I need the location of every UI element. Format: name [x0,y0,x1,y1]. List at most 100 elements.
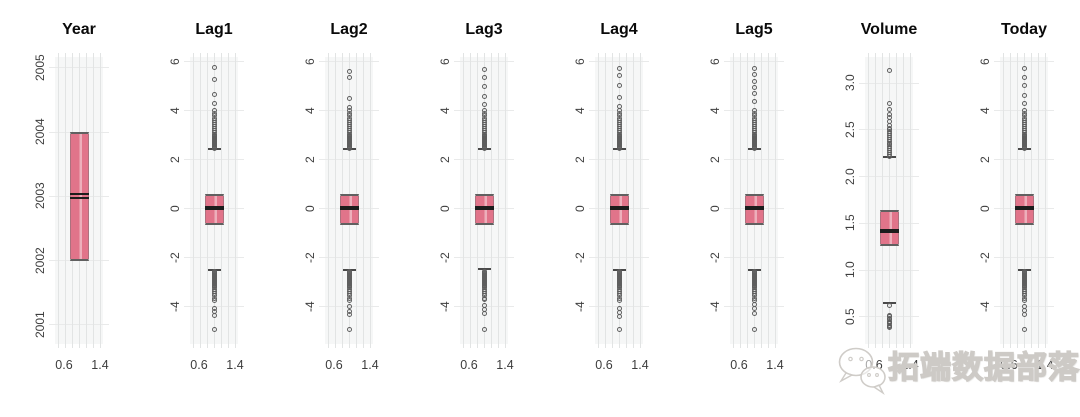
y-tick-label: -4 [978,301,992,313]
v-gridline [910,53,911,348]
v-gridline [498,53,499,348]
median-line [474,205,494,210]
y-tick-label: -4 [438,301,452,313]
outlier-point [751,98,757,104]
outlier-point [616,298,622,304]
y-tick-label: 2005 [33,54,47,82]
outlier-point [211,101,217,107]
v-gridline [328,53,329,348]
outlier-point [481,66,487,72]
outlier-point [1021,298,1027,304]
y-tick-label: 2002 [33,247,47,274]
x-tick-label: 1.4 [766,358,784,372]
outlier-point [1021,108,1027,114]
y-tick-label: 0 [438,205,452,213]
v-gridline [335,53,336,348]
v-gridline [235,53,236,348]
y-tick-label: 4 [168,107,182,115]
v-gridline [896,53,897,348]
v-gridline [868,53,869,348]
y-tick-label: 0 [303,205,317,213]
outlier-point [616,108,622,114]
y-tick-label: 2 [573,156,587,164]
y-tick-label: -2 [438,252,452,264]
outlier-point [751,66,757,72]
y-tick-label: -4 [708,301,722,313]
outlier-point [886,101,892,107]
outlier-point [616,72,622,78]
y-tick-label: 3.0 [843,74,857,92]
v-gridline [1038,53,1039,348]
x-tick-label: 0.6 [595,358,613,372]
outlier-point [1021,75,1027,81]
y-tick-label: 2001 [33,311,47,339]
v-gridline [370,53,371,348]
median-line [339,205,359,210]
outlier-point [481,83,487,89]
outlier-point [1021,327,1027,333]
v-gridline [605,53,606,348]
y-tick-label: -2 [168,252,182,264]
v-gridline [889,53,890,348]
x-tick-label: 0.6 [460,358,478,372]
y-tick-label: 6 [438,58,452,66]
outlier-point [481,297,487,303]
y-tick-label: -4 [303,301,317,313]
y-tick-label: 2.0 [843,168,857,185]
x-tick-label: 1.4 [361,358,379,372]
panel-title: Lag1 [195,21,233,38]
panel-title: Lag4 [600,21,638,38]
panel-title: Year [62,21,96,38]
y-tick-label: 6 [708,58,722,66]
y-tick-label: 2.5 [843,121,857,139]
v-gridline [875,53,876,348]
outlier-point [886,324,892,330]
v-gridline [65,53,66,348]
v-gridline [1010,53,1011,348]
x-tick-label: 0.6 [730,358,748,372]
x-tick-label: 1.4 [226,358,244,372]
outlier-point [751,108,757,114]
wechat-icon [838,347,886,396]
v-gridline [200,53,201,348]
watermark: 拓端数据部落 [836,344,1080,396]
y-tick-label: 0 [708,205,722,213]
outlier-point [211,327,217,333]
outlier-point [346,298,352,304]
panel-title: Lag5 [735,21,773,38]
x-tick-label: 0.6 [190,358,208,372]
y-tick-label: 0.5 [843,308,857,326]
v-gridline [903,53,904,348]
outlier-point [211,76,217,82]
v-gridline [1003,53,1004,348]
v-gridline [470,53,471,348]
outlier-point [886,111,892,117]
y-tick-label: 2 [438,156,452,164]
outlier-point [211,65,217,71]
outlier-point [346,311,352,317]
outlier-point [1021,93,1027,99]
panel-title: Today [1001,21,1047,38]
y-tick-label: 1.5 [843,215,857,232]
x-tick-label: 1.4 [631,358,649,372]
v-gridline [228,53,229,348]
y-tick-label: 4 [978,107,992,115]
y-tick-label: -4 [573,301,587,313]
median-line [204,205,224,210]
outlier-point [616,327,622,333]
outlier-point [481,311,487,317]
outlier-point [346,75,352,81]
outlier-point [481,108,487,114]
outlier-point [1021,82,1027,88]
y-tick-label: 4 [573,107,587,115]
median-line [744,205,764,210]
outlier-point [616,66,622,72]
box [879,210,899,247]
v-gridline [640,53,641,348]
watermark-text: 拓端数据部落 [887,350,1080,385]
outlier-point [886,303,892,309]
v-gridline [505,53,506,348]
v-gridline [633,53,634,348]
outlier-point [1021,101,1027,107]
x-tick-label: 1.4 [496,358,514,372]
